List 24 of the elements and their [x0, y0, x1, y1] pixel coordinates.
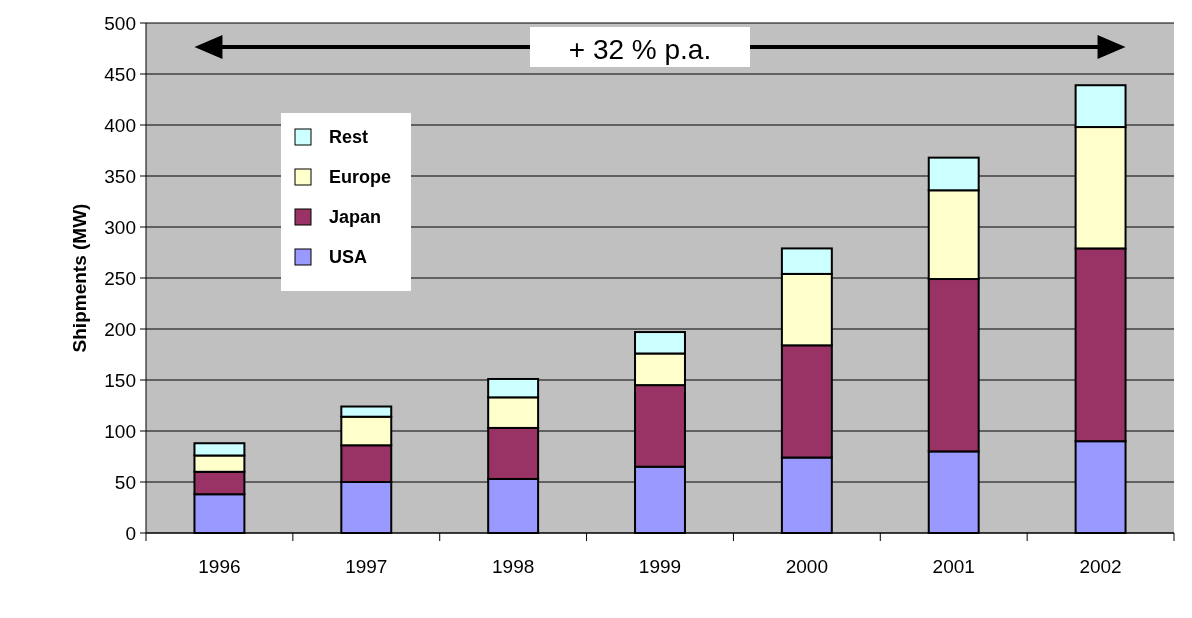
y-tick-label: 50	[114, 471, 136, 493]
legend-label: USA	[329, 247, 368, 267]
x-tick-label: 1999	[638, 556, 682, 577]
legend-label: Japan	[329, 207, 382, 227]
x-tick-label: 1996	[198, 556, 241, 577]
y-tick-label: 500	[104, 12, 136, 34]
annotation: + 32 % p.a.	[568, 34, 712, 65]
y-tick-label: 100	[104, 420, 136, 442]
x-tick-label: 2002	[1079, 556, 1122, 577]
y-tick-label: 250	[104, 267, 136, 289]
y-tick-label: 350	[104, 165, 136, 187]
x-tick-label: 1997	[345, 556, 388, 577]
y-tick-label: 450	[104, 63, 136, 85]
x-tick-label: 2001	[932, 556, 975, 577]
y-tick-label: 0	[125, 522, 136, 544]
y-tick-label: 300	[104, 216, 136, 238]
y-axis-title: Shipments (MW)	[69, 203, 90, 353]
x-tick-label: 1998	[492, 556, 535, 577]
legend-label: Europe	[329, 167, 392, 187]
y-tick-label: 200	[104, 318, 136, 340]
legend-label: Rest	[329, 127, 369, 147]
y-tick-label: 150	[104, 369, 136, 391]
y-tick-label: 400	[104, 114, 136, 136]
x-tick-label: 2000	[785, 556, 828, 577]
